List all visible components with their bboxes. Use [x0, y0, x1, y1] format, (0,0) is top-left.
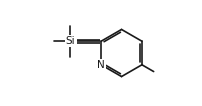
Text: Si: Si	[65, 36, 75, 46]
Text: N: N	[97, 60, 104, 70]
